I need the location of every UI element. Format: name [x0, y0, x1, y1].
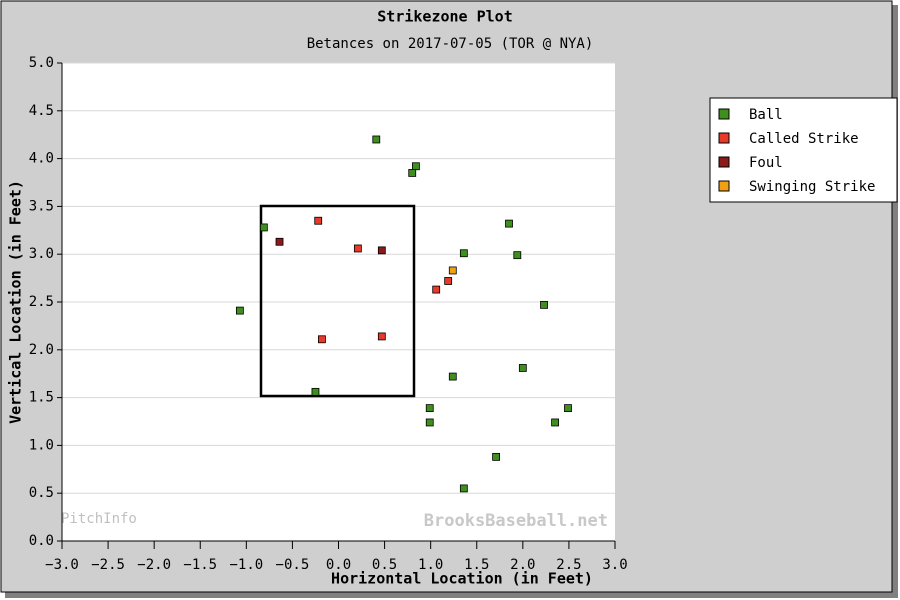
legend-swatch [718, 180, 730, 192]
x-tick-label: 0.5 [372, 557, 397, 573]
x-tick-label: −2.0 [137, 557, 171, 573]
pitch-point [432, 285, 441, 294]
pitch-point [425, 404, 434, 413]
strike-zone [259, 204, 416, 398]
pitch-point [259, 223, 268, 232]
x-tick-label: −1.0 [229, 557, 263, 573]
legend [709, 97, 898, 203]
pitch-point [448, 372, 457, 381]
chart-title: Strikezone Plot [377, 8, 512, 26]
pitch-point [492, 452, 501, 461]
x-tick-label: 2.0 [510, 557, 535, 573]
pitch-point [235, 306, 244, 315]
x-tick-label: −0.5 [276, 557, 310, 573]
pitch-point [448, 266, 457, 275]
legend-swatch [718, 156, 730, 168]
x-tick-label: 0.0 [326, 557, 351, 573]
legend-swatch [718, 108, 730, 120]
y-tick-label: 0.5 [29, 485, 54, 501]
y-tick-label: 3.5 [29, 198, 54, 214]
pitch-point [564, 404, 572, 413]
legend-label: Called Strike [749, 131, 859, 147]
pitch-point [412, 162, 420, 171]
y-tick-label: 4.5 [29, 103, 54, 119]
watermark: BrooksBaseball.net [424, 511, 608, 531]
y-tick-label: 1.0 [29, 437, 54, 453]
pitch-point [540, 300, 548, 309]
pitch-point [311, 387, 320, 396]
y-tick-label: 2.0 [29, 342, 54, 358]
chart-subtitle: Betances on 2017-07-05 (TOR @ NYA) [307, 36, 594, 52]
y-tick-label: 2.5 [29, 294, 54, 310]
legend-label: Swinging Strike [749, 179, 875, 195]
pitch-point [459, 484, 468, 493]
x-tick-label: 1.5 [464, 557, 489, 573]
pitch-point [518, 364, 527, 372]
x-tick-label: 1.0 [418, 557, 443, 573]
pitch-point [318, 335, 326, 344]
pitch-point [459, 249, 468, 258]
legend-label: Foul [749, 155, 783, 171]
pitch-point [314, 216, 323, 225]
pitch-point [408, 169, 417, 177]
x-tick-label: −3.0 [45, 557, 79, 573]
x-tick-label: −1.5 [183, 557, 217, 573]
y-tick-label: 3.0 [29, 246, 54, 262]
pitch-point [444, 277, 453, 285]
pitch-point [275, 237, 284, 246]
pitch-point [353, 244, 362, 253]
pitch-point [377, 246, 386, 255]
y-tick-label: 5.0 [29, 55, 54, 71]
legend-swatch [718, 132, 730, 144]
x-tick-label: 2.5 [556, 557, 581, 573]
y-tick-label: 4.0 [29, 151, 54, 167]
pitch-point [372, 135, 381, 144]
pitch-point [551, 418, 559, 427]
legend-label: Ball [749, 107, 783, 123]
pitch-point [425, 418, 434, 427]
pitch-point [377, 332, 386, 341]
y-axis-label: Vertical Location (in Feet) [7, 180, 25, 424]
y-tick-label: 1.5 [29, 390, 54, 406]
watermark: PitchInfo [61, 511, 137, 527]
x-axis-label: Horizontal Location (in Feet) [331, 570, 593, 588]
pitch-point [505, 219, 513, 228]
x-tick-label: 3.0 [602, 557, 627, 573]
y-tick-label: 0.0 [29, 533, 54, 549]
pitch-point [513, 251, 522, 260]
x-tick-label: −2.5 [91, 557, 125, 573]
